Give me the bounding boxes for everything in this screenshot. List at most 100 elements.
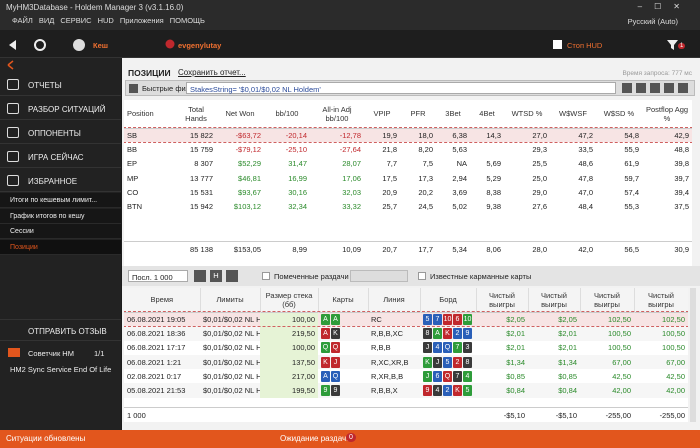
- data-row[interactable]: CO 15 531 $93,67 30,16 32,03 20,9 20,2 3,69 8,38…: [124, 185, 692, 199]
- hand-row[interactable]: 06.08.2021 19:05 $0,01/$0,02 NL H 100,00 A A…: [124, 310, 688, 328]
- column-header[interactable]: Чистый выигры: [476, 288, 529, 312]
- data-row[interactable]: BTN 15 942 $103,12 32,34 33,32 25,7 24,5 5,02 9,…: [124, 199, 692, 213]
- last-hands-select[interactable]: Посл. 1 000: [128, 270, 188, 282]
- menu-item[interactable]: ВИД: [38, 16, 55, 25]
- cache-button[interactable]: Кеш: [93, 41, 108, 50]
- hand-row[interactable]: 02.08.2021 0:17 $0,01/$0,02 NL H 217,00 A Q R…: [124, 369, 688, 384]
- positions-panel: Position Total Hands Net Won bb/100 All-in A…: [124, 100, 692, 266]
- card: 4: [433, 385, 442, 397]
- net-won: 100,50: [608, 328, 631, 338]
- data-row[interactable]: SB 15 822 -$63,72 -20,14 -12,78 19,9 18,0 6,38 1…: [124, 126, 692, 144]
- menu-item[interactable]: Приложения: [119, 16, 164, 25]
- column-header[interactable]: All-in Adj bb/100: [322, 104, 352, 123]
- player-button[interactable]: evgenylutay: [178, 41, 222, 50]
- cell: 59,7: [624, 173, 639, 183]
- total-row: 1 000 -$5,10 -$5,10 -255,00 -255,00: [124, 408, 688, 422]
- column-header[interactable]: W$WSF: [559, 109, 587, 119]
- hand-row[interactable]: 06.08.2021 18:36 $0,01/$0,02 NL H 219,50 A K…: [124, 326, 688, 341]
- marked-checkbox[interactable]: [262, 272, 270, 280]
- menu-item[interactable]: HUD: [97, 16, 114, 25]
- stakes: $0,01/$0,02 NL H: [203, 343, 260, 353]
- cell: EP: [127, 159, 138, 169]
- total-row: 85 138 $153,05 8,99 10,09 20,7 17,7 5,34 8,06 28…: [124, 242, 692, 257]
- column-header[interactable]: Чистый выигры: [634, 288, 688, 312]
- advisor[interactable]: Советчик HM: [28, 349, 74, 358]
- hand-row[interactable]: 06.08.2021 1:21 $0,01/$0,02 NL H 137,50 K J R…: [124, 354, 688, 370]
- sidebar: ОТЧЕТЫ РАЗБОР СИТУАЦИЙ ОППОНЕНТЫ ИГРА СЕЙЧА…: [0, 58, 121, 430]
- grid-button[interactable]: [226, 270, 238, 282]
- filter-expression[interactable]: StakesString= '$0,01/$0,02 NL Holdem': [186, 82, 616, 94]
- sidebar-item[interactable]: ОППОНЕНТЫ: [0, 122, 121, 144]
- filter-buttons[interactable]: [622, 83, 692, 93]
- filter-icon[interactable]: [666, 38, 680, 52]
- language[interactable]: Русский (Auto): [627, 17, 678, 26]
- menu: ФАЙЛ ВИД СЕРВИС HUD Приложения ПОМОЩЬ: [6, 16, 205, 25]
- player-icon: [165, 39, 175, 49]
- known-cards-checkbox[interactable]: [418, 272, 426, 280]
- column-header[interactable]: 4Bet: [479, 109, 495, 119]
- column-header[interactable]: W$SD %: [603, 109, 635, 119]
- favorite-item[interactable]: Позиции: [0, 239, 121, 255]
- save-report[interactable]: Сохранить отчет...: [178, 68, 246, 77]
- favorite-item[interactable]: График итогов по кешу: [0, 208, 121, 224]
- card: 2: [453, 356, 462, 368]
- scrollbar[interactable]: [690, 288, 696, 422]
- menu-item[interactable]: ФАЙЛ: [12, 16, 33, 25]
- hand-row[interactable]: 05.08.2021 21:53 $0,01/$0,02 NL H 199,50 9 9…: [124, 383, 688, 398]
- column-header[interactable]: PFR: [410, 109, 426, 119]
- menu-item[interactable]: ПОМОЩЬ: [169, 16, 205, 25]
- menu-item[interactable]: СЕРВИС: [60, 16, 92, 25]
- column-header[interactable]: Размер стека (бб): [260, 288, 319, 312]
- stop-hud-checkbox[interactable]: [553, 40, 562, 49]
- favorite-item[interactable]: Итоги по кешевым лимит...: [0, 193, 121, 208]
- favorite-item[interactable]: Сессии: [0, 224, 121, 239]
- data-row[interactable]: BB 15 759 -$79,12 -25,10 -27,64 21,8 8,20 5,63 2…: [124, 142, 692, 156]
- data-row[interactable]: EP 8 307 $52,29 31,47 28,07 7,7 7,5 NA 5,69 25,5 4…: [124, 157, 692, 171]
- column-header[interactable]: Линия: [368, 288, 421, 312]
- column-header[interactable]: Чистый выигры: [580, 288, 635, 312]
- status-left: Ситуации обновлены: [6, 434, 86, 443]
- data-row[interactable]: MP 13 777 $46,81 16,99 17,06 17,5 17,3 2,94 5,29…: [124, 171, 692, 185]
- time: 06.08.2021 19:05: [127, 314, 186, 324]
- total-cell: 56,5: [624, 245, 639, 254]
- column-header[interactable]: Total Hands: [185, 104, 207, 123]
- card: 5: [463, 385, 472, 397]
- line: R,XC,XR,B: [371, 357, 409, 367]
- card: Q: [331, 342, 340, 354]
- sidebar-item[interactable]: РАЗБОР СИТУАЦИЙ: [0, 98, 121, 120]
- card: Q: [331, 370, 340, 382]
- sidebar-item[interactable]: ОТЧЕТЫ: [0, 74, 121, 96]
- view-button[interactable]: [194, 270, 206, 282]
- column-header[interactable]: Postflop Agg %: [645, 104, 689, 123]
- h-button[interactable]: H: [210, 270, 222, 282]
- column-header[interactable]: WTSD %: [511, 109, 543, 119]
- window-controls[interactable]: –☐✕: [637, 2, 692, 11]
- cell: 32,03: [342, 187, 361, 197]
- column-header[interactable]: Net Won: [225, 109, 255, 119]
- feedback-button[interactable]: ОТПРАВИТЬ ОТЗЫВ: [0, 319, 121, 341]
- column-header[interactable]: Время: [124, 288, 201, 312]
- back-arrow[interactable]: [6, 60, 16, 70]
- column-header[interactable]: Position: [127, 109, 154, 119]
- hand-row[interactable]: 06.08.2021 17:17 $0,01/$0,02 NL H 100,00 Q Q…: [124, 340, 688, 355]
- column-header[interactable]: Борд: [420, 288, 477, 312]
- filter-toggle[interactable]: [129, 84, 138, 93]
- column-header[interactable]: bb/100: [275, 109, 299, 119]
- column-header[interactable]: Карты: [318, 288, 369, 312]
- column-header[interactable]: Чистый выигры: [528, 288, 581, 312]
- column-header[interactable]: Лимиты: [200, 288, 261, 312]
- sidebar-item[interactable]: ИЗБРАННОЕ: [0, 170, 121, 192]
- marked-select[interactable]: [350, 270, 408, 282]
- column-header[interactable]: VPIP: [373, 109, 391, 119]
- stakes: $0,01/$0,02 NL H: [203, 314, 260, 324]
- column-header[interactable]: 3Bet: [445, 109, 461, 119]
- cell: 27,6: [532, 202, 547, 212]
- cell: 5,02: [452, 202, 467, 212]
- nav-icons[interactable]: [6, 38, 46, 52]
- sidebar-item[interactable]: ИГРА СЕЙЧАС: [0, 146, 121, 168]
- time: 06.08.2021 1:21: [127, 357, 182, 367]
